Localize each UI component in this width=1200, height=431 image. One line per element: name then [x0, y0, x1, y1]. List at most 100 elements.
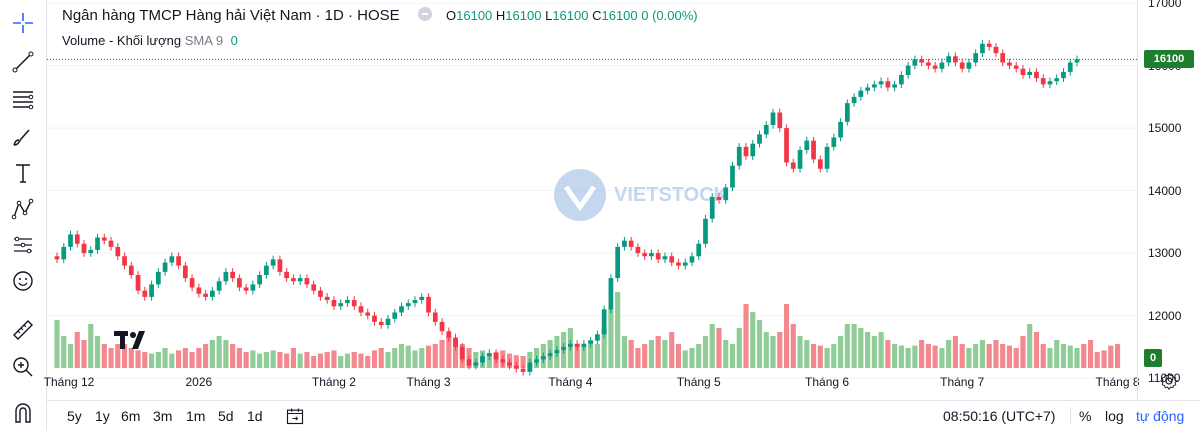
candle-body: [277, 259, 283, 272]
trend-line-icon[interactable]: [8, 47, 38, 77]
candle-body: [358, 306, 364, 313]
candle-body: [547, 353, 553, 357]
volume-bar: [621, 336, 627, 368]
candle-body: [108, 240, 114, 247]
chart-area[interactable]: VIETSTOCK Tháng 12 2026 Tháng 2 Tháng 3 Thán…: [43, 0, 1140, 400]
crosshair-icon[interactable]: [8, 8, 38, 38]
volume-bar: [966, 348, 972, 368]
volume-bar: [338, 356, 344, 368]
volume-bar: [662, 340, 668, 368]
magnet-icon[interactable]: [8, 398, 38, 428]
volume-bar: [108, 348, 114, 368]
volume-bar: [189, 352, 195, 368]
range-6m-button[interactable]: 6m: [121, 408, 141, 424]
horizontal-lines-icon[interactable]: [8, 84, 38, 114]
candle-body: [919, 59, 924, 63]
volume-bar: [952, 336, 958, 368]
range-1d-button[interactable]: 1d: [247, 408, 263, 424]
candle-body: [453, 337, 458, 347]
volume-bar: [1040, 344, 1046, 368]
volume-bar: [1081, 344, 1087, 368]
candle-body: [703, 218, 708, 244]
pattern-icon[interactable]: [8, 194, 38, 224]
volume-bar: [858, 328, 864, 368]
volume-bar: [973, 344, 979, 368]
candle-body: [905, 65, 911, 75]
candle-body: [507, 362, 512, 366]
log-toggle[interactable]: log: [1105, 408, 1124, 424]
change-value: 0 (0.00%): [641, 8, 698, 23]
range-1m-button[interactable]: 1m: [186, 408, 206, 424]
candle-body: [595, 334, 600, 341]
candle-body: [628, 240, 634, 247]
price-axis[interactable]: 11000120001300014000150001600017000 1610…: [1137, 0, 1200, 400]
volume-bar: [723, 340, 729, 368]
volume-bar: [594, 344, 600, 368]
candle-body: [932, 65, 938, 69]
candle-body: [973, 53, 979, 63]
last-price-tag: 16100: [1144, 50, 1194, 69]
volume-bar: [1067, 345, 1073, 368]
volume-bar: [412, 350, 418, 368]
volume-bar: [736, 328, 742, 368]
volume-bar: [608, 308, 614, 368]
volume-bar: [486, 353, 492, 368]
volume-bar: [149, 353, 155, 368]
hide-legend-button[interactable]: [417, 7, 432, 22]
settings-icon[interactable]: [1160, 372, 1178, 390]
volume-bar: [763, 332, 769, 368]
volume-bar: [831, 344, 837, 368]
candle-body: [939, 62, 945, 69]
volume-bar: [601, 328, 607, 368]
close-label: C: [592, 8, 602, 23]
volume-bar: [898, 345, 904, 368]
candle-body: [426, 296, 431, 313]
candle-body: [500, 359, 506, 363]
range-5y-button[interactable]: 5y: [67, 408, 82, 424]
volume-bar: [169, 353, 175, 368]
volume-bar: [88, 324, 94, 368]
candlestick-chart[interactable]: [47, 0, 1137, 400]
volume-bar: [865, 332, 871, 368]
text-icon[interactable]: [8, 158, 38, 188]
time-tick-label: Tháng 12: [43, 375, 95, 389]
volume-bar: [331, 350, 337, 368]
volume-bar: [1054, 340, 1060, 368]
candle-body: [372, 315, 377, 322]
range-3m-button[interactable]: 3m: [153, 408, 173, 424]
candle-body: [399, 306, 404, 313]
volume-bar: [574, 344, 580, 368]
candle-body: [88, 250, 94, 254]
candle-body: [669, 256, 675, 263]
zoom-icon[interactable]: [8, 352, 38, 382]
candle-body: [311, 284, 317, 291]
price-tick-label: 17000: [1148, 0, 1182, 11]
volume-bar: [94, 336, 101, 368]
volume-bar: [446, 336, 452, 368]
ruler-icon[interactable]: [8, 315, 38, 345]
prediction-icon[interactable]: [8, 230, 38, 260]
volume-bar: [142, 352, 148, 368]
volume-bar: [203, 344, 209, 368]
time-tick-label: Tháng 6: [805, 375, 850, 389]
volume-bar: [851, 324, 857, 368]
range-1y-button[interactable]: 1y: [95, 408, 110, 424]
candle-body: [696, 243, 702, 257]
candle-body: [980, 43, 985, 54]
volume-bar: [257, 353, 263, 368]
percent-toggle[interactable]: %: [1079, 408, 1092, 424]
volume-bar: [324, 352, 330, 368]
volume-bar: [709, 324, 715, 368]
volume-bar: [1108, 345, 1114, 368]
candle-body: [615, 246, 621, 279]
candle-body: [811, 140, 816, 160]
brush-icon[interactable]: [8, 122, 38, 152]
date-range-icon[interactable]: [285, 406, 305, 426]
range-5d-button[interactable]: 5d: [218, 408, 234, 424]
clock-timezone[interactable]: 08:50:16 (UTC+7): [943, 408, 1056, 424]
candle-body: [635, 246, 641, 254]
candle-body: [101, 237, 107, 241]
emoji-icon[interactable]: [8, 266, 38, 296]
volume-bar: [1060, 344, 1067, 368]
auto-scale-toggle[interactable]: tự động: [1136, 408, 1185, 424]
